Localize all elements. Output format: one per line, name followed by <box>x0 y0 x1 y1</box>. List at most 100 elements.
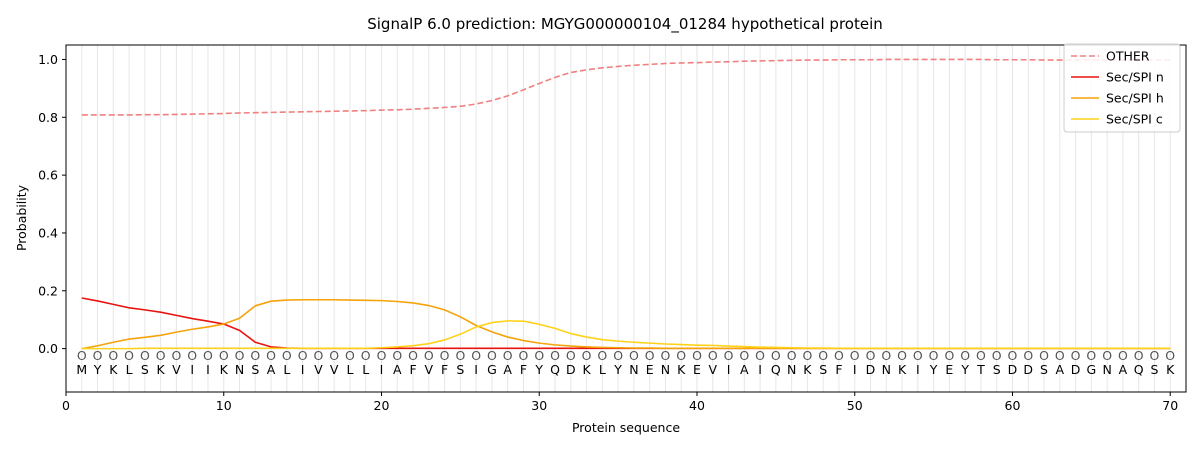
predicted-label-55: O <box>929 348 939 363</box>
residue-51: D <box>866 362 876 377</box>
predicted-label-49: O <box>834 348 844 363</box>
residue-62: S <box>1040 362 1048 377</box>
predicted-label-47: O <box>802 348 812 363</box>
residue-8: I <box>190 362 194 377</box>
predicted-label-19: O <box>361 348 371 363</box>
predicted-label-43: O <box>739 348 749 363</box>
predicted-label-51: O <box>866 348 876 363</box>
predicted-label-53: O <box>897 348 907 363</box>
residue-57: Y <box>960 362 969 377</box>
predicted-label-44: O <box>755 348 765 363</box>
residue-16: V <box>314 362 323 377</box>
predicted-label-37: O <box>645 348 655 363</box>
residue-34: L <box>599 362 606 377</box>
predicted-label-13: O <box>266 348 276 363</box>
predicted-label-40: O <box>692 348 702 363</box>
residue-18: L <box>346 362 353 377</box>
x-tick-label-1: 10 <box>216 398 232 413</box>
residue-43: A <box>740 362 749 377</box>
predicted-label-38: O <box>661 348 671 363</box>
residue-53: K <box>898 362 907 377</box>
series-line-1 <box>81 297 1171 350</box>
predicted-label-15: O <box>298 348 308 363</box>
chart-title: SignalP 6.0 prediction: MGYG000000104_01… <box>367 15 883 34</box>
residue-31: Q <box>550 362 560 377</box>
series-line-3 <box>81 320 1171 350</box>
residue-6: K <box>157 362 166 377</box>
predicted-label-63: O <box>1055 348 1065 363</box>
residue-22: F <box>409 362 416 377</box>
residue-38: N <box>661 362 670 377</box>
residue-13: A <box>267 362 276 377</box>
residue-33: K <box>582 362 591 377</box>
predicted-label-54: O <box>913 348 923 363</box>
residue-14: L <box>283 362 290 377</box>
predicted-label-16: O <box>313 348 323 363</box>
predicted-label-59: O <box>992 348 1002 363</box>
residue-66: N <box>1102 362 1111 377</box>
residue-20: I <box>380 362 384 377</box>
series-lines <box>81 58 1171 350</box>
residue-23: V <box>425 362 434 377</box>
predicted-label-26: O <box>471 348 481 363</box>
predicted-label-29: O <box>519 348 529 363</box>
predicted-label-57: O <box>960 348 970 363</box>
residue-49: F <box>835 362 842 377</box>
predicted-label-30: O <box>534 348 544 363</box>
residue-45: Q <box>771 362 781 377</box>
residue-5: S <box>141 362 149 377</box>
y-tick-label-5: 1.0 <box>38 52 58 67</box>
residue-68: Q <box>1134 362 1144 377</box>
x-axis-label: Protein sequence <box>572 420 680 435</box>
x-tick-label-6: 60 <box>1005 398 1021 413</box>
series-line-0 <box>81 58 1171 116</box>
predicted-label-5: O <box>140 348 150 363</box>
legend-box <box>1063 43 1181 133</box>
predicted-label-61: O <box>1023 348 1033 363</box>
x-tick-label-2: 20 <box>374 398 390 413</box>
predicted-label-20: O <box>377 348 387 363</box>
residue-30: Y <box>534 362 543 377</box>
residue-21: A <box>393 362 402 377</box>
residue-35: Y <box>613 362 622 377</box>
legend-entry-3: Sec/SPI c <box>1106 112 1163 127</box>
predicted-label-48: O <box>818 348 828 363</box>
predicted-label-1: O <box>77 348 87 363</box>
residue-42: I <box>727 362 731 377</box>
x-tick-label-7: 70 <box>1162 398 1178 413</box>
predicted-label-33: O <box>582 348 592 363</box>
x-tick-label-4: 40 <box>689 398 705 413</box>
grid-lines <box>81 45 1171 392</box>
predicted-label-8: O <box>187 348 197 363</box>
residue-36: N <box>629 362 638 377</box>
predicted-label-52: O <box>881 348 891 363</box>
residue-60: D <box>1008 362 1018 377</box>
predicted-label-12: O <box>250 348 260 363</box>
predicted-label-50: O <box>850 348 860 363</box>
residue-70: K <box>1166 362 1175 377</box>
legend-entry-2: Sec/SPI h <box>1106 91 1164 106</box>
residue-17: V <box>330 362 339 377</box>
residue-7: V <box>172 362 181 377</box>
residue-65: G <box>1087 362 1097 377</box>
x-tick-label-3: 30 <box>531 398 547 413</box>
predicted-label-35: O <box>613 348 623 363</box>
residue-54: I <box>916 362 920 377</box>
x-tick-label-5: 50 <box>847 398 863 413</box>
predicted-label-22: O <box>408 348 418 363</box>
predicted-label-67: O <box>1118 348 1128 363</box>
residue-40: E <box>693 362 701 377</box>
residue-15: I <box>301 362 305 377</box>
residue-1: M <box>76 362 87 377</box>
predicted-label-41: O <box>708 348 718 363</box>
predicted-label-65: O <box>1086 348 1096 363</box>
predicted-label-69: O <box>1150 348 1160 363</box>
predicted-label-70: O <box>1165 348 1175 363</box>
legend: OTHER Sec/SPI n Sec/SPI h Sec/SPI c <box>1063 43 1181 133</box>
residue-2: Y <box>93 362 102 377</box>
residue-10: K <box>220 362 229 377</box>
predicted-label-6: O <box>156 348 166 363</box>
y-tick-label-1: 0.2 <box>38 283 58 298</box>
predicted-label-34: O <box>597 348 607 363</box>
